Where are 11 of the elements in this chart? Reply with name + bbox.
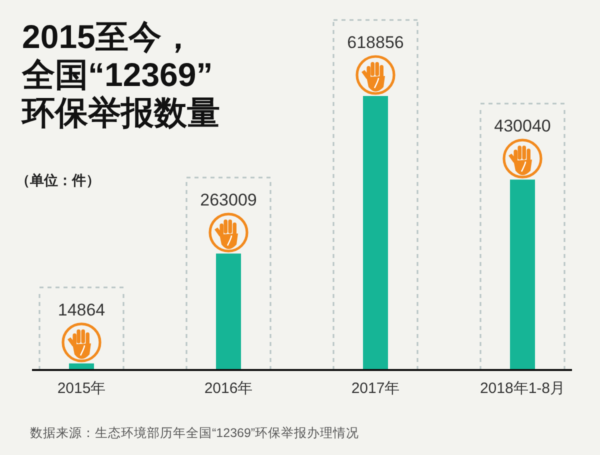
x-tick-label: 2018年1-8月: [480, 380, 566, 397]
title: 2015至今，全国“12369”环保举报数量: [22, 18, 220, 131]
data-label: 430040: [494, 116, 551, 136]
x-tick-label: 2016年: [204, 380, 253, 397]
ylabel: （单位：件）: [16, 172, 100, 188]
x-tick-label: 2017年: [351, 380, 400, 397]
data-label: 618856: [347, 33, 404, 52]
data-label: 14864: [58, 300, 106, 320]
x-tick-label: 2015年: [57, 380, 106, 397]
data-label: 263009: [200, 190, 257, 210]
annotation: 数据来源：生态环境部历年全国“12369”环保举报办理情况: [30, 426, 360, 440]
